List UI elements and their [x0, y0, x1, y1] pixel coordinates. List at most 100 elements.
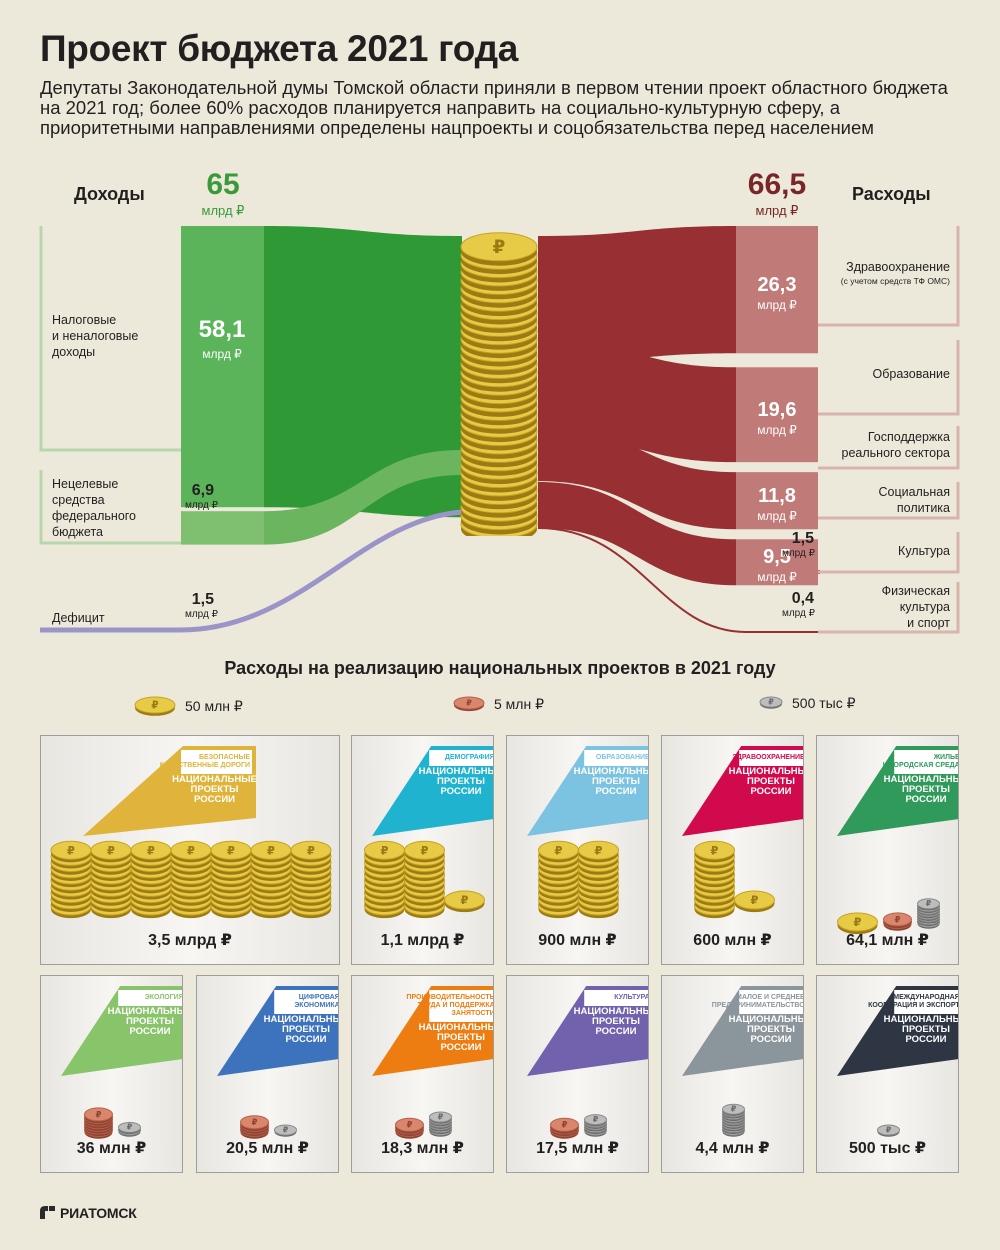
svg-text:₽: ₽ — [127, 1123, 133, 1132]
svg-text:₽: ₽ — [750, 893, 758, 907]
project-value: 1,1 млрд ₽ — [380, 932, 465, 949]
project-name-line: КУЛЬТУРА — [614, 994, 649, 1001]
legend-silver: ₽ 500 тыс ₽ — [758, 694, 856, 712]
project-value: 500 тыс ₽ — [848, 1140, 927, 1157]
project-value: 18,3 млн ₽ — [381, 1140, 464, 1157]
income-title: Доходы — [74, 184, 145, 204]
project-name-line: И ГОРОДСКАЯ СРЕДА — [883, 762, 959, 769]
income-value-2: 1,5 — [191, 591, 214, 608]
income-unit-1: млрд ₽ — [184, 500, 218, 511]
svg-text:₽: ₽ — [438, 1112, 444, 1121]
svg-text:₽: ₽ — [420, 843, 428, 857]
svg-text:₽: ₽ — [895, 914, 901, 924]
silver-coin-icon-shape: ₽ — [759, 696, 783, 709]
project-name-box — [739, 750, 803, 766]
income-total: 65 — [206, 168, 240, 201]
project-brand-line: НАЦИОНАЛЬНЫЕ — [108, 1006, 183, 1017]
income-total-unit: млрд ₽ — [201, 203, 245, 218]
project-value: 17,5 млн ₽ — [536, 1140, 619, 1157]
project-name-line: ДЕМОГРАФИЯ — [445, 754, 494, 761]
expense-bracket-1 — [818, 340, 960, 416]
copper-coin-icon-shape: ₽ — [453, 696, 485, 712]
expense-unit-2: млрд ₽ — [757, 508, 797, 523]
gold-coin-stack: ₽ — [170, 840, 212, 919]
project-brand-line: ПРОЕКТЫ — [592, 1016, 640, 1027]
project-name-line: ЭКОЛОГИЯ — [145, 994, 183, 1001]
gold-coin-stack: ₽ — [404, 840, 445, 919]
project-brand-line: РОССИИ — [194, 794, 235, 805]
expense-label-2: Господдержка реального сектора — [841, 430, 950, 460]
silver-coin: ₽ — [722, 1103, 745, 1116]
svg-text:₽: ₽ — [460, 893, 468, 907]
expense-value-4: 1,5 — [791, 530, 814, 547]
project-name-box — [894, 990, 958, 1014]
expense-title: Расходы — [852, 184, 931, 204]
svg-text:₽: ₽ — [768, 697, 774, 706]
legend-gold: ₽ 50 млн ₽ — [133, 694, 243, 718]
copper-coin: ₽ — [883, 912, 912, 929]
expense-total-unit: млрд ₽ — [755, 203, 799, 218]
project-brand-line: НАЦИОНАЛЬНЫЕ — [264, 1014, 339, 1025]
flow-expense-5 — [537, 527, 820, 633]
sankey-flows — [39, 226, 960, 634]
gold-coin-stack: ₽ — [694, 840, 735, 919]
project-brand-line: НАЦИОНАЛЬНЫЕ — [574, 1006, 649, 1017]
income-label-2: Дефицит — [52, 611, 105, 625]
svg-text:₽: ₽ — [493, 237, 506, 258]
copper-coin-stack: ₽ — [395, 1117, 424, 1139]
project-card: ЭКОЛОГИЯ НАЦИОНАЛЬНЫЕ ПРОЕКТЫ РОССИИ ₽ ₽36 мл… — [40, 975, 183, 1173]
coin-tower-shape: ₽ — [460, 232, 538, 543]
gold-coin-stack: ₽ — [578, 840, 619, 919]
project-value: 20,5 млн ₽ — [226, 1140, 309, 1157]
expense-label-4: Культура — [898, 544, 950, 558]
project-coins: ₽ ₽ ₽ — [364, 840, 485, 919]
expense-value-2: 11,8 — [758, 484, 796, 507]
svg-text:₽: ₽ — [380, 843, 388, 857]
project-value: 64,1 млн ₽ — [846, 932, 929, 949]
svg-text:₽: ₽ — [710, 843, 718, 857]
gold-coin: ₽ — [250, 840, 292, 863]
project-name-line: КООПЕРАЦИЯ И ЭКСПОРТ — [868, 1002, 959, 1009]
project-name-line: КАЧЕСТВЕННЫЕ ДОРОГИ — [160, 762, 250, 769]
copper-coin-icon: ₽ — [453, 696, 485, 712]
project-name-line: ПРЕДПРИНИМАТЕЛЬСТВО — [712, 1002, 804, 1009]
silver-coin-stack: ₽ — [722, 1103, 745, 1137]
expense-bracket-5 — [818, 582, 960, 634]
copper-coin-stack: ₽ — [550, 1117, 579, 1139]
project-banner — [527, 986, 648, 1076]
svg-text:₽: ₽ — [407, 1120, 413, 1130]
income-label-1: Нецелевые средства федерального бюджета — [52, 477, 137, 539]
expense-total: 66,5 — [747, 168, 807, 201]
silver-coin: ₽ — [584, 1114, 607, 1127]
copper-coin-stack: ₽ — [883, 912, 912, 931]
project-brand-line: РОССИИ — [905, 794, 946, 805]
expense-bracket-3 — [818, 482, 960, 520]
project-brand-line: НАЦИОНАЛЬНЫЕ — [884, 1014, 959, 1025]
gold-coin-stack: ₽ — [290, 840, 332, 919]
flow-expense-2 — [538, 424, 736, 530]
project-coins: ₽ ₽ ₽ ₽ ₽ ₽ ₽ — [50, 840, 332, 919]
project-card: ДЕМОГРАФИЯ НАЦИОНАЛЬНЫЕ ПРОЕКТЫ РОССИИ ₽ ₽ ₽1,… — [351, 735, 494, 965]
project-name-box — [584, 990, 648, 1006]
silver-coin: ₽ — [917, 898, 940, 911]
income-bracket-0 — [39, 226, 181, 452]
project-brand-line: РОССИИ — [440, 786, 481, 797]
expense-bar-3 — [736, 539, 818, 586]
gold-coin: ₽ — [837, 912, 878, 935]
gold-coin-stack: ₽ — [130, 840, 172, 919]
gold-coin: ₽ — [290, 840, 332, 863]
expense-value-1: 19,6 — [757, 398, 797, 421]
gold-coin: ₽ — [404, 840, 445, 863]
legend-gold-label: 50 млн ₽ — [185, 697, 243, 714]
project-brand-line: ПРОЕКТЫ — [902, 1024, 950, 1035]
project-brand-line: ПРОЕКТЫ — [126, 1016, 174, 1027]
expense-label-0: Здравоохранение (с учетом средств ТФ ОМС) — [800, 259, 950, 287]
expense-bar-0 — [736, 226, 818, 354]
silver-coin-stack: ₽ — [429, 1111, 452, 1137]
svg-text:₽: ₽ — [466, 699, 472, 708]
project-card: МЕЖДУНАРОДНАЯ КООПЕРАЦИЯ И ЭКСПОРТ НАЦИОНА… — [816, 975, 959, 1173]
gold-coin: ₽ — [50, 840, 92, 863]
